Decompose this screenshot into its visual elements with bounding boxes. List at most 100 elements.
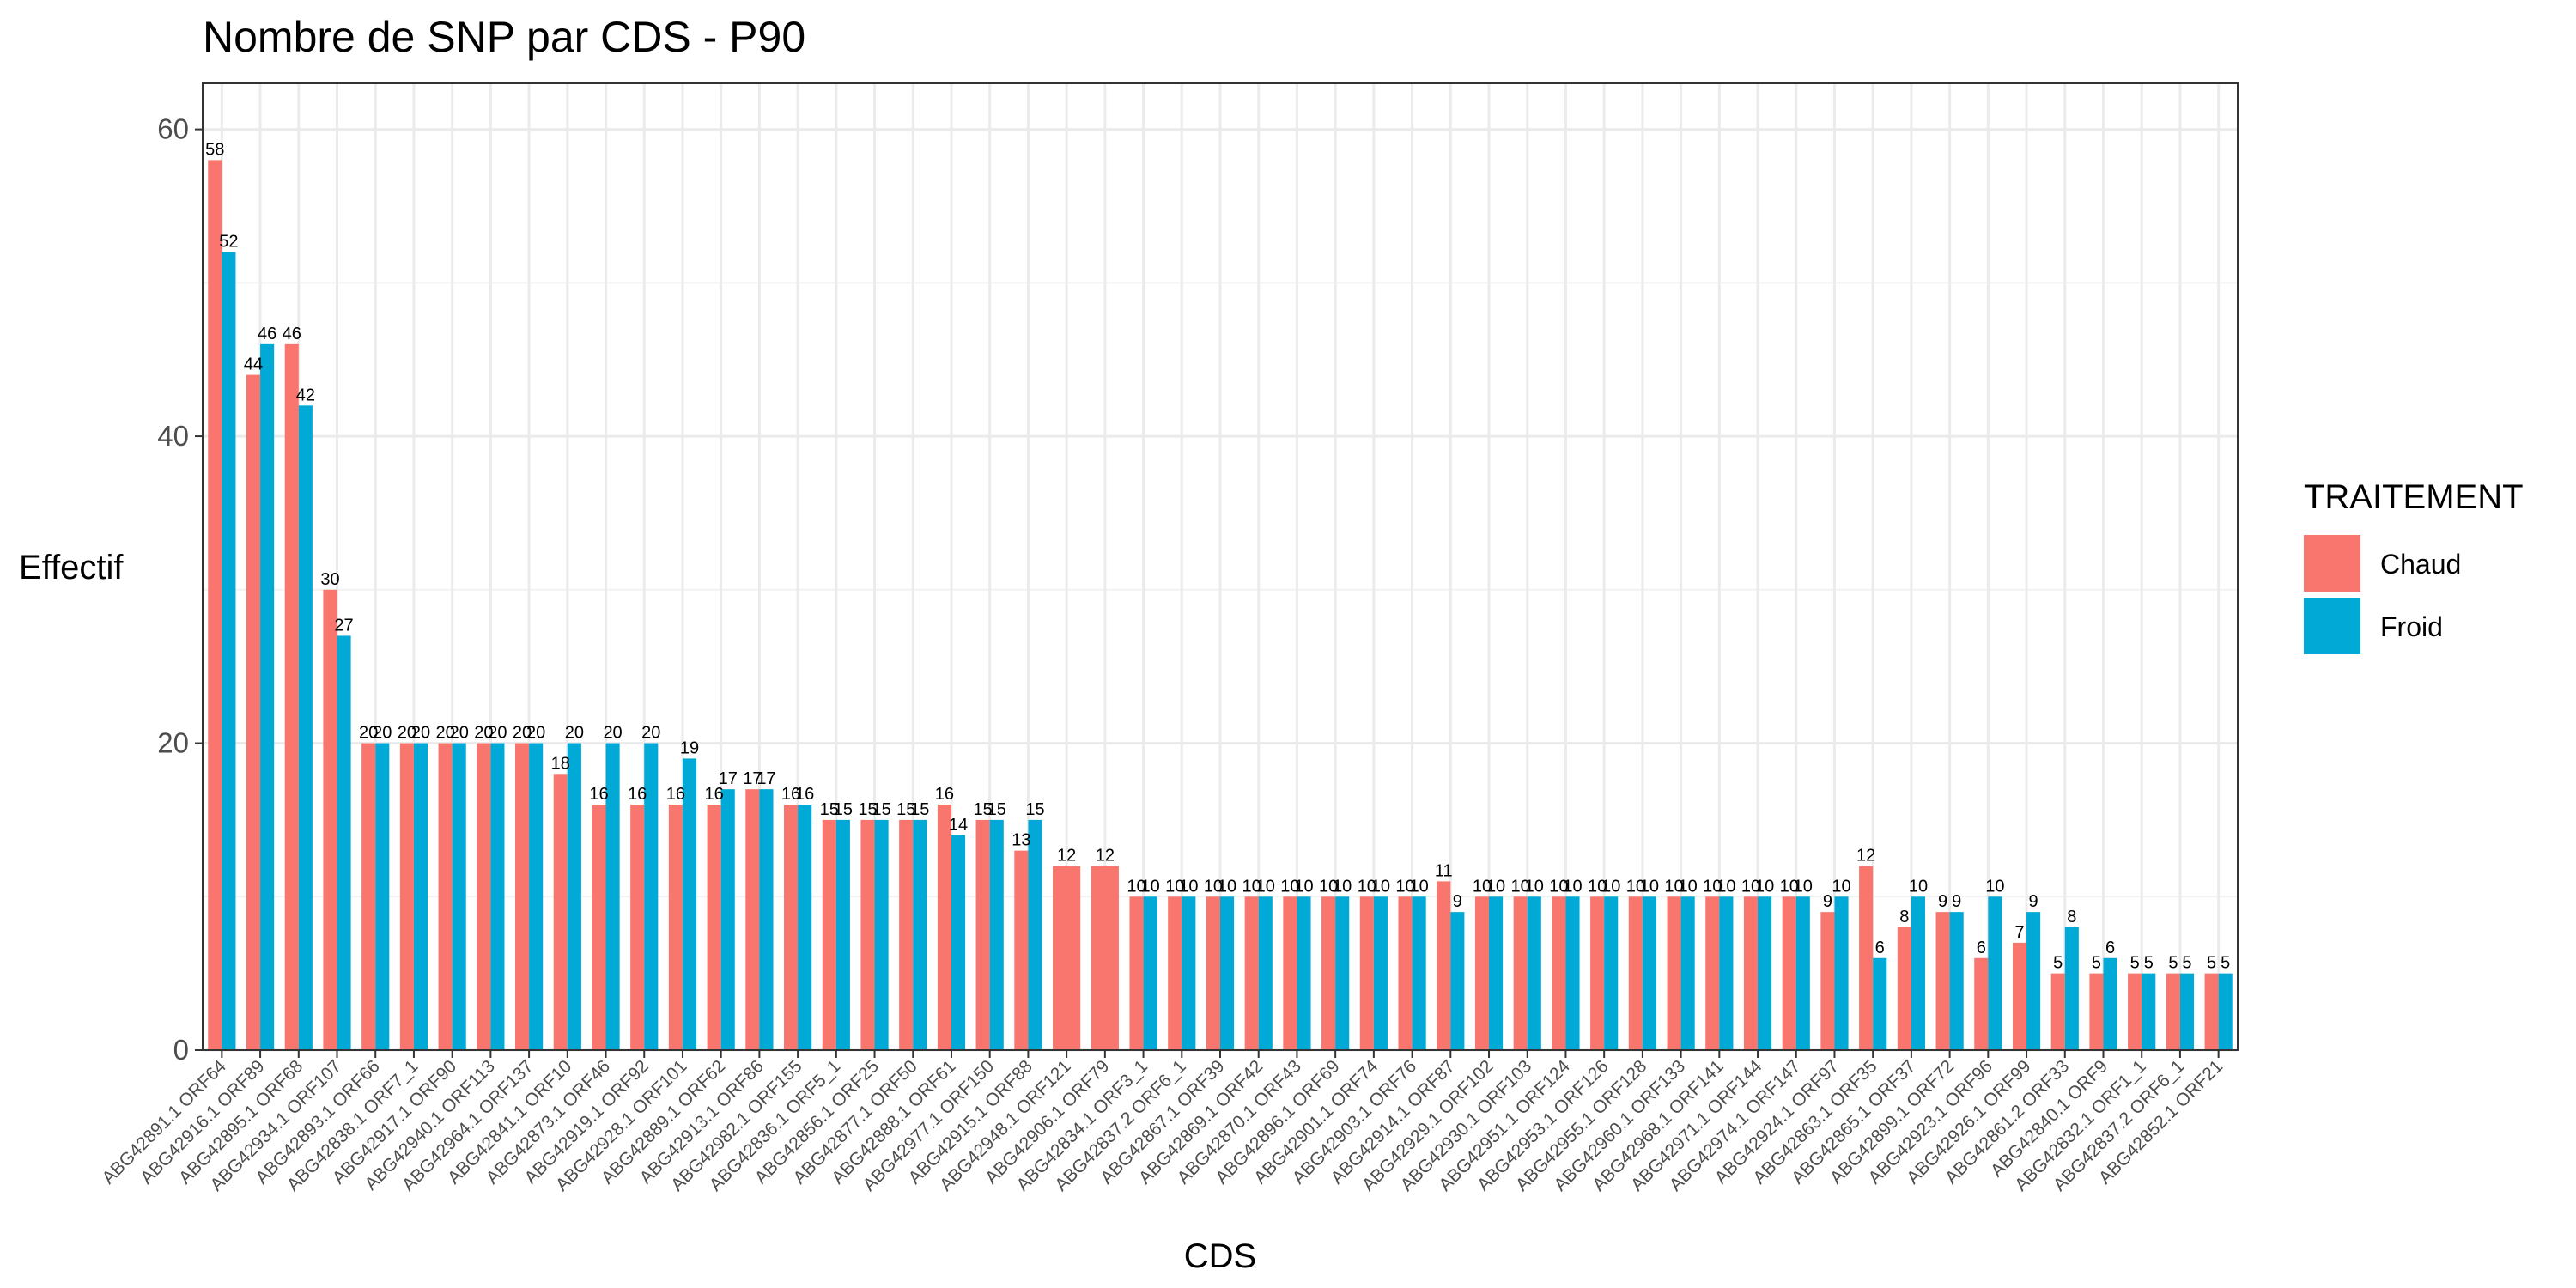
value-label-froid: 20 [603,724,622,743]
legend-key-froid [2304,598,2360,654]
value-label-froid: 5 [2221,954,2230,973]
value-label-chaud: 10 [1741,877,1760,896]
value-label-chaud: 10 [1626,877,1645,896]
bar-froid [1143,896,1157,1050]
value-label-chaud: 46 [283,325,301,343]
bar-chaud [1283,896,1297,1050]
value-label-chaud: 20 [435,724,454,743]
bar-froid [1795,896,1810,1050]
value-label-chaud: 17 [743,769,762,788]
bar-froid [2026,912,2041,1050]
bar-froid [222,252,236,1051]
value-label-chaud: 15 [858,800,877,819]
value-label-chaud: 5 [2053,954,2063,973]
value-label-froid: 15 [1025,800,1044,819]
bar-chaud [2166,973,2180,1050]
value-label-chaud: 20 [474,724,493,743]
value-label-froid: 10 [1525,877,1544,896]
y-tick-label: 60 [157,113,189,145]
value-label-froid: 15 [987,800,1006,819]
value-label-chaud: 15 [820,800,839,819]
bar-froid [1988,896,2002,1050]
bar-chaud [1014,850,1029,1050]
bar-froid [1182,896,1196,1050]
bar-chaud [1974,957,1989,1050]
bar-froid [835,819,850,1050]
bar-froid [720,789,735,1050]
bar-chaud [399,743,414,1050]
bar-froid [1911,896,1926,1050]
bar-chaud [860,819,875,1050]
value-label-chaud: 12 [1057,847,1076,866]
value-label-chaud: 10 [1588,877,1607,896]
value-label-chaud: 5 [2130,954,2140,973]
bar-chaud [707,805,721,1050]
bar-chaud [1552,896,1566,1050]
bar-chaud [1091,866,1119,1050]
value-label-chaud: 10 [1473,877,1492,896]
value-label-froid: 10 [1601,877,1620,896]
value-label-froid: 5 [2182,954,2191,973]
value-label-froid: 6 [1875,939,1885,957]
value-label-chaud: 20 [398,724,416,743]
value-label-chaud: 16 [628,785,647,804]
bar-chaud [1129,896,1144,1050]
value-label-chaud: 16 [781,785,800,804]
value-label-froid: 10 [1716,877,1735,896]
bar-froid [413,743,428,1050]
value-label-chaud: 5 [2207,954,2216,973]
value-label-froid: 10 [1909,877,1928,896]
legend-label-chaud: Chaud [2380,549,2461,580]
value-label-froid: 10 [1333,877,1352,896]
bar-froid [1220,896,1235,1050]
bar-froid [2064,927,2079,1050]
bar-chaud [514,743,530,1050]
value-label-chaud: 10 [1358,877,1376,896]
x-axis-title: CDS [1184,1237,1256,1275]
legend: TRAITEMENT Chaud Froid [2304,478,2524,654]
value-label-froid: 10 [1486,877,1505,896]
bar-chaud [2128,973,2142,1050]
bar-chaud [1513,896,1528,1050]
y-tick-label: 20 [157,727,189,759]
value-label-froid: 10 [1679,877,1698,896]
value-label-froid: 10 [1140,877,1159,896]
bar-froid [759,789,774,1050]
bar-chaud [975,819,990,1050]
bar-chaud [477,743,491,1050]
bar-chaud [937,805,951,1050]
bar-froid [951,835,966,1050]
bar-chaud [2012,942,2027,1050]
bar-froid [682,758,697,1050]
bar-froid [798,805,812,1050]
bar-chaud [899,819,914,1050]
bar-froid [2218,973,2233,1050]
value-label-froid: 20 [641,724,660,743]
bar-froid [452,743,466,1050]
value-label-froid: 10 [1794,877,1813,896]
value-label-froid: 9 [1453,892,1462,911]
value-label-froid: 15 [872,800,890,819]
value-label-chaud: 10 [1511,877,1530,896]
bar-froid [989,819,1004,1050]
value-label-froid: 10 [1755,877,1774,896]
value-label-chaud: 10 [1319,877,1338,896]
legend-label-froid: Froid [2380,611,2443,642]
value-label-chaud: 9 [1823,892,1832,911]
bar-chaud [1705,896,1720,1050]
y-axis-title: Effectif [19,549,124,586]
bar-froid [490,743,505,1050]
bar-froid [2179,973,2195,1050]
value-label-froid: 5 [2144,954,2154,973]
bar-froid [337,635,351,1050]
value-label-froid: 9 [2029,892,2038,911]
bar-froid [1450,912,1465,1050]
bar-froid [1565,896,1580,1050]
value-label-chaud: 5 [2092,954,2101,973]
bar-chaud [1168,896,1182,1050]
bar-froid [1373,896,1388,1050]
value-label-froid: 20 [411,724,430,743]
value-label-froid: 20 [373,724,392,743]
bar-chaud [1398,896,1413,1050]
bar-froid [1873,957,1887,1050]
